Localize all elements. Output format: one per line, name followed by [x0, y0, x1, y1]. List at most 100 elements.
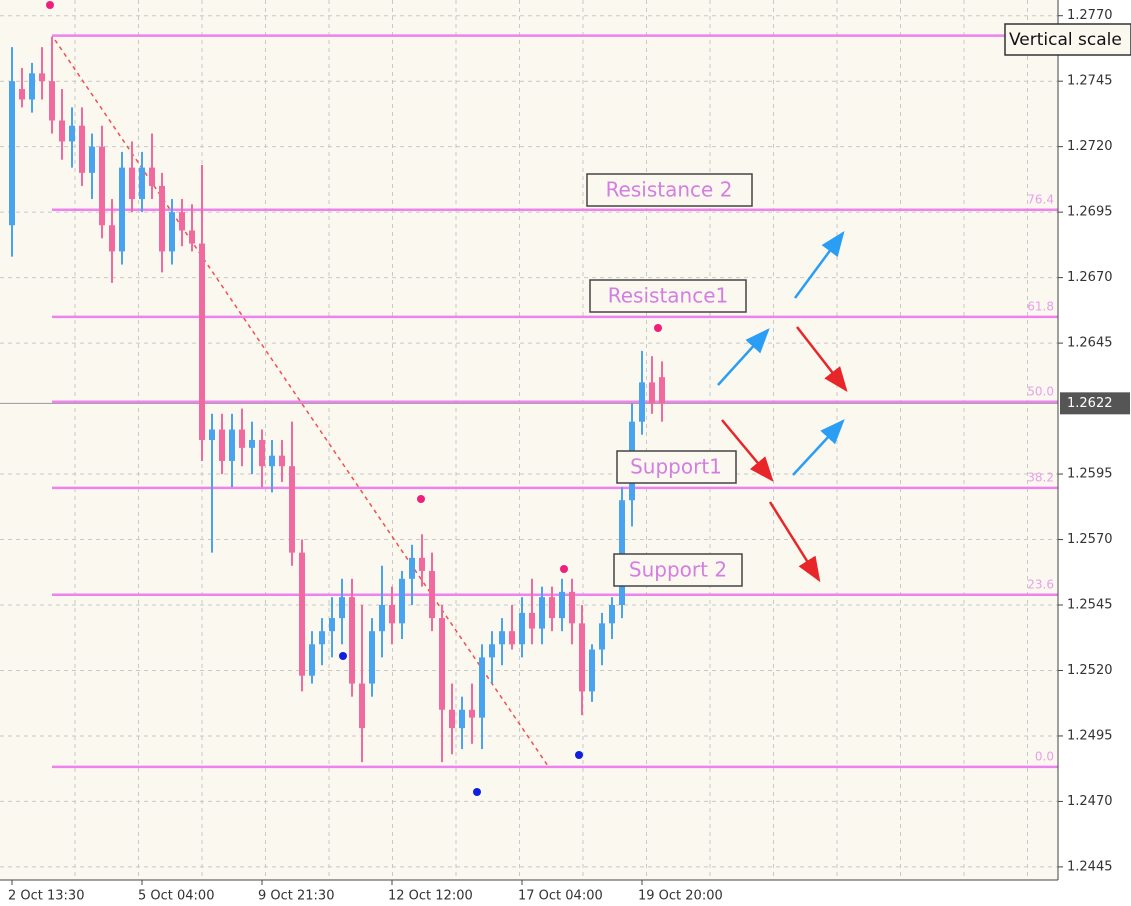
candle-body	[409, 557, 415, 579]
annotation-box	[589, 279, 747, 313]
candle-body	[259, 440, 265, 467]
x-tick-label: 5 Oct 04:00	[138, 889, 214, 904]
arrow	[792, 419, 845, 476]
arrow	[793, 230, 845, 299]
x-tick-label: 2 Oct 13:30	[8, 889, 84, 904]
last-price-box	[1060, 392, 1130, 415]
annotation-box	[616, 450, 737, 484]
scale-label: Vertical scale	[1009, 30, 1122, 50]
fractal	[46, 1, 54, 9]
y-tick-label: 1.2720	[1067, 139, 1113, 154]
x-tick-label: 12 Oct 12:00	[388, 889, 473, 904]
annotation: Resistance1	[608, 284, 729, 308]
candle-body	[279, 455, 285, 467]
arrows	[717, 230, 848, 583]
candle-body	[589, 649, 595, 692]
candle-body	[149, 167, 155, 186]
arrow	[721, 419, 774, 482]
candle-body	[39, 73, 45, 82]
fractal	[560, 565, 568, 573]
candle-body	[219, 429, 225, 461]
arrow	[796, 326, 848, 392]
level-label: 61.8	[1027, 299, 1054, 313]
fractal	[473, 788, 481, 796]
arrow	[717, 328, 770, 386]
candle-body	[69, 125, 75, 142]
candle-body	[499, 631, 505, 645]
candle-body	[129, 167, 135, 200]
candle-body	[419, 557, 425, 571]
candle-body	[99, 146, 105, 226]
annotations: Resistance 2 Resistance1 Support1 Suppor…	[586, 173, 753, 587]
candle-body	[479, 657, 485, 718]
x-tick-label: 9 Oct 21:30	[258, 889, 334, 904]
candle-body	[559, 591, 565, 619]
fractal	[339, 652, 347, 660]
trend-line	[54, 39, 549, 767]
y-tick-label: 1.2595	[1067, 467, 1113, 482]
x-tick-label: 17 Oct 04:00	[518, 889, 603, 904]
candle-body	[659, 377, 665, 404]
annotation-box	[586, 173, 753, 207]
annotation: Resistance 2	[606, 178, 733, 202]
annotation: Support1	[630, 455, 722, 479]
y-tick-label: 1.2470	[1067, 794, 1113, 809]
candle-body	[49, 81, 55, 121]
candle-body	[309, 644, 315, 676]
arrow	[768, 501, 821, 583]
candle-body	[319, 631, 325, 645]
candle-body	[469, 709, 475, 718]
candle-body	[209, 429, 215, 440]
last-price-label: 1.2622	[1067, 396, 1113, 411]
candle-body	[389, 605, 395, 624]
candle-body	[29, 73, 35, 100]
candle-body	[269, 455, 275, 467]
candle-body	[639, 382, 645, 422]
fractals	[46, 1, 662, 796]
candle-body	[459, 709, 465, 729]
candle-body	[239, 429, 245, 448]
x-tick-label: 19 Oct 20:00	[638, 889, 723, 904]
candle-body	[299, 552, 305, 676]
candle-body	[359, 683, 365, 729]
y-tick-label: 1.2645	[1067, 336, 1113, 351]
candle-body	[199, 243, 205, 440]
candle-body	[649, 382, 655, 404]
candle-body	[369, 631, 375, 684]
fractal	[417, 495, 425, 503]
candle-body	[569, 591, 575, 624]
y-tick-label: 1.2445	[1067, 859, 1113, 874]
annotation-box	[613, 553, 743, 587]
candle-body	[249, 440, 255, 448]
candle-body	[119, 167, 125, 252]
candle-body	[189, 230, 195, 244]
fractal	[654, 324, 662, 332]
candle-body	[619, 500, 625, 605]
level-label: 23.6	[1027, 577, 1054, 591]
candle-body	[399, 578, 405, 624]
y-tick-label: 1.2770	[1067, 8, 1113, 23]
candle-body	[229, 429, 235, 461]
candle-body	[349, 597, 355, 684]
y-tick-label: 1.2570	[1067, 532, 1113, 547]
candle-body	[329, 618, 335, 632]
candle-body	[159, 185, 165, 252]
candle-body	[579, 623, 585, 692]
candle-body	[549, 597, 555, 619]
candle-body	[429, 570, 435, 619]
y-tick-label: 1.2520	[1067, 663, 1113, 678]
candle-body	[379, 605, 385, 632]
level-label: 50.0	[1027, 384, 1054, 398]
candle-body	[89, 146, 95, 173]
candle-body	[449, 709, 455, 729]
y-tick-label: 1.2545	[1067, 598, 1113, 613]
candle-body	[179, 212, 185, 231]
plot-area	[0, 0, 1058, 880]
y-tick-label: 1.2695	[1067, 205, 1113, 220]
level-label: 0.0	[1035, 749, 1054, 763]
candle-body	[289, 466, 295, 553]
candle-body	[599, 623, 605, 650]
candle-body	[489, 644, 495, 658]
fractal	[575, 751, 583, 759]
